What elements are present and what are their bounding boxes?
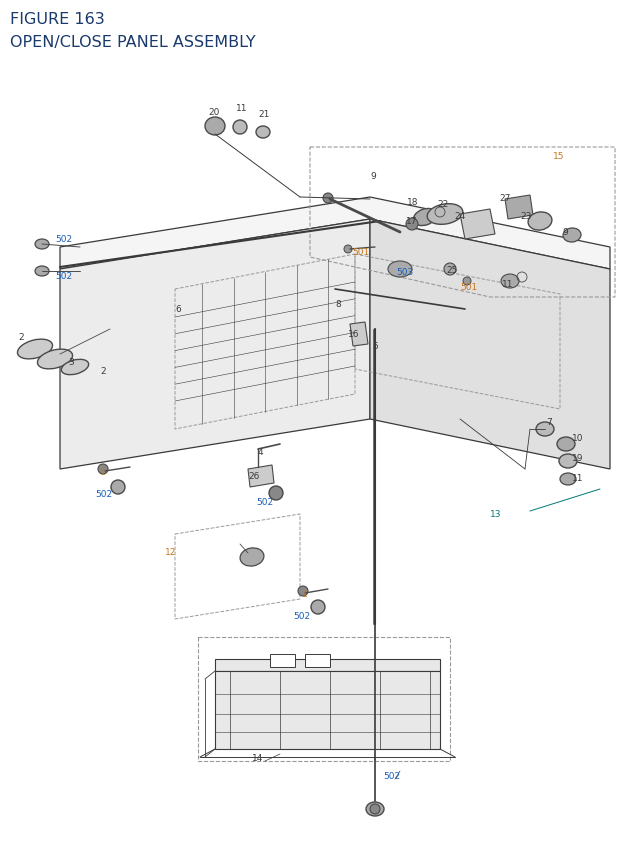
Polygon shape xyxy=(305,654,330,667)
Text: 20: 20 xyxy=(208,108,220,117)
Ellipse shape xyxy=(413,209,436,226)
Text: 2: 2 xyxy=(100,367,106,375)
Text: 502: 502 xyxy=(95,489,112,499)
Polygon shape xyxy=(460,210,495,239)
Ellipse shape xyxy=(35,267,49,276)
Text: 1: 1 xyxy=(302,589,308,598)
Text: 5: 5 xyxy=(372,342,378,350)
Text: 23: 23 xyxy=(520,212,531,220)
Text: 3: 3 xyxy=(68,357,74,367)
Text: 21: 21 xyxy=(258,110,269,119)
Ellipse shape xyxy=(38,350,72,369)
Text: 10: 10 xyxy=(572,433,584,443)
Text: FIGURE 163: FIGURE 163 xyxy=(10,12,105,27)
Ellipse shape xyxy=(501,275,519,288)
Ellipse shape xyxy=(240,548,264,567)
Text: 9: 9 xyxy=(562,228,568,237)
Circle shape xyxy=(111,480,125,494)
Text: 16: 16 xyxy=(348,330,360,338)
Ellipse shape xyxy=(563,229,581,243)
Ellipse shape xyxy=(388,262,412,278)
Text: 502: 502 xyxy=(55,272,72,281)
Circle shape xyxy=(323,194,333,204)
Circle shape xyxy=(98,464,108,474)
Text: 503: 503 xyxy=(396,268,413,276)
Text: 22: 22 xyxy=(437,200,448,208)
Ellipse shape xyxy=(61,360,89,375)
Ellipse shape xyxy=(528,213,552,231)
Circle shape xyxy=(298,586,308,597)
Text: OPEN/CLOSE PANEL ASSEMBLY: OPEN/CLOSE PANEL ASSEMBLY xyxy=(10,35,255,50)
Text: 11: 11 xyxy=(502,280,513,288)
Text: 501: 501 xyxy=(352,248,369,257)
Ellipse shape xyxy=(256,127,270,139)
Polygon shape xyxy=(270,654,295,667)
Text: 13: 13 xyxy=(490,510,502,518)
Circle shape xyxy=(370,804,380,814)
Ellipse shape xyxy=(427,204,463,225)
Text: 15: 15 xyxy=(553,152,564,161)
Ellipse shape xyxy=(205,118,225,136)
Text: 9: 9 xyxy=(370,172,376,181)
Polygon shape xyxy=(350,323,368,347)
Text: 17: 17 xyxy=(406,217,417,226)
Text: 7: 7 xyxy=(546,418,552,426)
Text: 6: 6 xyxy=(175,305,180,313)
Text: 24: 24 xyxy=(454,212,465,220)
Ellipse shape xyxy=(557,437,575,451)
Polygon shape xyxy=(370,220,610,469)
Ellipse shape xyxy=(35,239,49,250)
Text: 11: 11 xyxy=(572,474,584,482)
Text: 502: 502 xyxy=(383,771,400,780)
Text: 1: 1 xyxy=(100,468,106,476)
Polygon shape xyxy=(60,198,610,269)
Polygon shape xyxy=(215,672,440,749)
Polygon shape xyxy=(248,466,274,487)
Circle shape xyxy=(344,245,352,254)
Text: 2: 2 xyxy=(18,332,24,342)
Text: 501: 501 xyxy=(460,282,477,292)
Circle shape xyxy=(311,600,325,614)
Circle shape xyxy=(444,263,456,276)
Text: 8: 8 xyxy=(335,300,340,308)
Polygon shape xyxy=(60,220,370,469)
Ellipse shape xyxy=(536,423,554,437)
Text: 12: 12 xyxy=(165,548,177,556)
Ellipse shape xyxy=(17,340,52,359)
Circle shape xyxy=(463,278,471,286)
Text: 502: 502 xyxy=(293,611,310,620)
Text: 11: 11 xyxy=(236,104,248,113)
Text: 26: 26 xyxy=(248,472,259,480)
Polygon shape xyxy=(215,660,440,672)
Ellipse shape xyxy=(559,455,577,468)
Text: 18: 18 xyxy=(407,198,419,207)
Circle shape xyxy=(406,219,418,231)
Text: 25: 25 xyxy=(446,266,458,275)
Polygon shape xyxy=(505,195,533,220)
Ellipse shape xyxy=(366,802,384,816)
Text: 4: 4 xyxy=(258,448,264,456)
Ellipse shape xyxy=(560,474,576,486)
Text: 502: 502 xyxy=(256,498,273,506)
Circle shape xyxy=(233,121,247,135)
Text: 19: 19 xyxy=(572,454,584,462)
Text: 502: 502 xyxy=(55,235,72,244)
Circle shape xyxy=(269,486,283,500)
Text: 27: 27 xyxy=(499,194,510,202)
Text: 14: 14 xyxy=(252,753,264,762)
